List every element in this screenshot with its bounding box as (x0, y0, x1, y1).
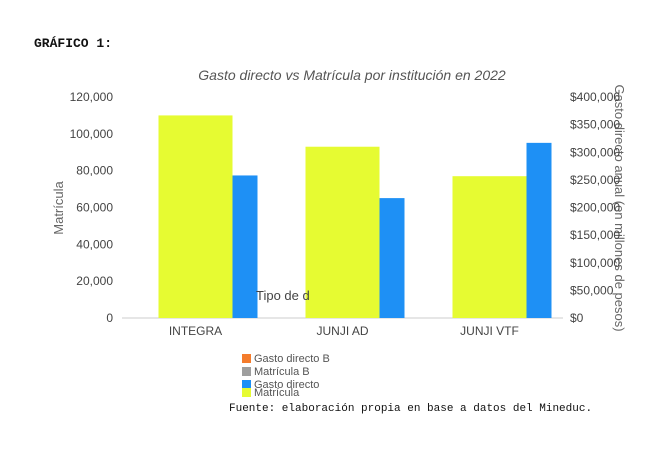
bar-matricula (305, 146, 380, 318)
y-axis-label: Matrícula (51, 181, 66, 235)
y-tick-label: 120,000 (70, 90, 114, 104)
y-tick-label: 40,000 (76, 237, 113, 251)
legend-item-matricula: Matrícula (242, 379, 299, 399)
legend-item-gasto-directo: Gasto directo (242, 379, 319, 392)
y-tick-label: 60,000 (76, 201, 113, 215)
legend-item-matricula-b: Matrícula B (242, 366, 330, 379)
y-tick-label: 80,000 (76, 164, 113, 178)
y2-axis-label: Gasto directo anual (en millones de peso… (612, 84, 627, 331)
legend-item-gasto-directo-b: Gasto directo B (242, 353, 330, 366)
source-note: Fuente: elaboración propia en base a dat… (229, 403, 593, 415)
y2-tick-label: $300,000 (570, 145, 620, 159)
x-tick-label: JUNJI AD (316, 324, 368, 338)
x-tick-label: JUNJI VTF (460, 324, 519, 338)
y2-tick-label: $250,000 (570, 173, 620, 187)
bar-gasto-directo (232, 175, 258, 318)
y2-tick-label: $150,000 (570, 228, 620, 242)
y2-tick-label: $350,000 (570, 118, 620, 132)
chart-annotation: Tipo de d (256, 288, 310, 303)
legend-swatch (242, 367, 251, 376)
legend-swatch (242, 388, 251, 397)
y-tick-label: 20,000 (76, 274, 113, 288)
legend-swatch (242, 380, 251, 389)
legend-label: Gasto directo (254, 379, 320, 391)
y2-tick-label: $200,000 (570, 201, 620, 215)
bar-gasto-directo (526, 142, 552, 318)
y2-tick-label: $400,000 (570, 90, 620, 104)
bar-matricula (158, 115, 233, 319)
figure-heading: GRÁFICO 1: (34, 36, 113, 51)
y2-tick-label: $50,000 (570, 283, 614, 297)
legend-label: Matrícula (254, 387, 300, 399)
legend-label: Matrícula B (254, 366, 310, 378)
y-tick-label: 0 (106, 311, 113, 325)
y2-tick-label: $100,000 (570, 256, 620, 270)
legend: Gasto directo B Matrícula B Gasto direct… (242, 353, 330, 399)
x-tick-label: INTEGRA (169, 324, 222, 338)
legend-label: Gasto directo B (254, 353, 330, 365)
bar-gasto-directo (379, 198, 405, 318)
bar-matricula (452, 176, 527, 318)
chart-title: Gasto directo vs Matrícula por instituci… (198, 67, 506, 83)
y2-tick-label: $0 (570, 311, 584, 325)
legend-swatch (242, 354, 251, 363)
y-tick-label: 100,000 (70, 127, 114, 141)
